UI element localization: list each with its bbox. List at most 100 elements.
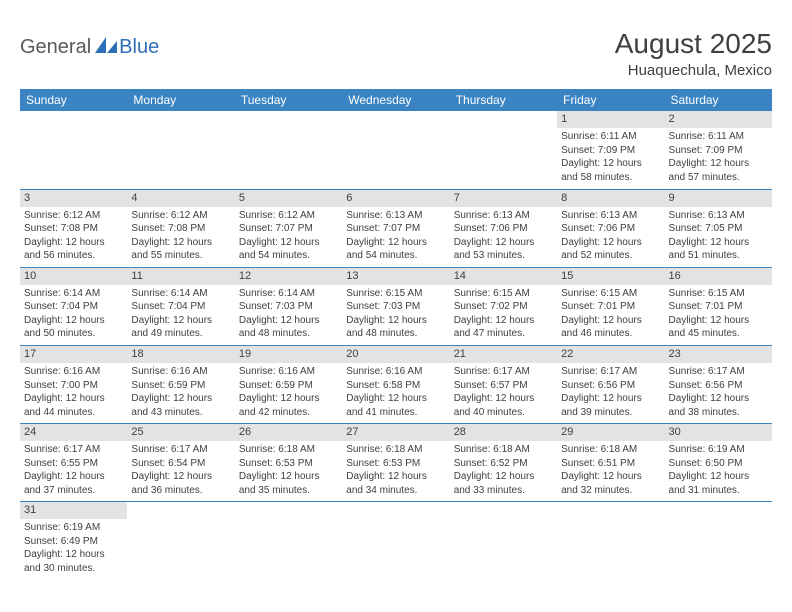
weekday-header: Friday [557, 89, 664, 111]
day-number: 18 [127, 346, 234, 363]
calendar-body: 1Sunrise: 6:11 AMSunset: 7:09 PMDaylight… [20, 111, 772, 580]
calendar-day-cell: 9Sunrise: 6:13 AMSunset: 7:05 PMDaylight… [665, 189, 772, 267]
calendar-empty-cell [342, 111, 449, 189]
day-details: Sunrise: 6:19 AMSunset: 6:50 PMDaylight:… [665, 441, 772, 501]
calendar-day-cell: 20Sunrise: 6:16 AMSunset: 6:58 PMDayligh… [342, 345, 449, 423]
day-details: Sunrise: 6:12 AMSunset: 7:07 PMDaylight:… [235, 207, 342, 267]
calendar-week-row: 1Sunrise: 6:11 AMSunset: 7:09 PMDaylight… [20, 111, 772, 189]
calendar-empty-cell [235, 111, 342, 189]
day-details: Sunrise: 6:19 AMSunset: 6:49 PMDaylight:… [20, 519, 127, 579]
day-details: Sunrise: 6:13 AMSunset: 7:06 PMDaylight:… [557, 207, 664, 267]
calendar-day-cell: 14Sunrise: 6:15 AMSunset: 7:02 PMDayligh… [450, 267, 557, 345]
calendar-day-cell: 31Sunrise: 6:19 AMSunset: 6:49 PMDayligh… [20, 502, 127, 580]
day-details: Sunrise: 6:13 AMSunset: 7:05 PMDaylight:… [665, 207, 772, 267]
month-title: August 2025 [615, 28, 772, 60]
day-number: 23 [665, 346, 772, 363]
calendar-day-cell: 22Sunrise: 6:17 AMSunset: 6:56 PMDayligh… [557, 345, 664, 423]
calendar-day-cell: 13Sunrise: 6:15 AMSunset: 7:03 PMDayligh… [342, 267, 449, 345]
day-number: 20 [342, 346, 449, 363]
calendar-day-cell: 12Sunrise: 6:14 AMSunset: 7:03 PMDayligh… [235, 267, 342, 345]
title-block: August 2025 Huaquechula, Mexico [615, 28, 772, 79]
day-number: 2 [665, 111, 772, 128]
calendar-day-cell: 30Sunrise: 6:19 AMSunset: 6:50 PMDayligh… [665, 424, 772, 502]
calendar-day-cell: 23Sunrise: 6:17 AMSunset: 6:56 PMDayligh… [665, 345, 772, 423]
calendar-day-cell: 28Sunrise: 6:18 AMSunset: 6:52 PMDayligh… [450, 424, 557, 502]
day-number: 1 [557, 111, 664, 128]
day-details: Sunrise: 6:13 AMSunset: 7:06 PMDaylight:… [450, 207, 557, 267]
day-number: 4 [127, 190, 234, 207]
weekday-header: Tuesday [235, 89, 342, 111]
day-number: 14 [450, 268, 557, 285]
day-number: 15 [557, 268, 664, 285]
calendar-table: SundayMondayTuesdayWednesdayThursdayFrid… [20, 89, 772, 580]
calendar-week-row: 24Sunrise: 6:17 AMSunset: 6:55 PMDayligh… [20, 424, 772, 502]
logo-text-general: General [20, 36, 91, 59]
calendar-day-cell: 4Sunrise: 6:12 AMSunset: 7:08 PMDaylight… [127, 189, 234, 267]
calendar-day-cell: 16Sunrise: 6:15 AMSunset: 7:01 PMDayligh… [665, 267, 772, 345]
calendar-day-cell: 25Sunrise: 6:17 AMSunset: 6:54 PMDayligh… [127, 424, 234, 502]
calendar-day-cell: 8Sunrise: 6:13 AMSunset: 7:06 PMDaylight… [557, 189, 664, 267]
calendar-empty-cell [127, 502, 234, 580]
calendar-day-cell: 2Sunrise: 6:11 AMSunset: 7:09 PMDaylight… [665, 111, 772, 189]
calendar-empty-cell [665, 502, 772, 580]
day-details: Sunrise: 6:13 AMSunset: 7:07 PMDaylight:… [342, 207, 449, 267]
day-details: Sunrise: 6:12 AMSunset: 7:08 PMDaylight:… [127, 207, 234, 267]
calendar-week-row: 31Sunrise: 6:19 AMSunset: 6:49 PMDayligh… [20, 502, 772, 580]
day-number: 7 [450, 190, 557, 207]
day-details: Sunrise: 6:17 AMSunset: 6:56 PMDaylight:… [665, 363, 772, 423]
calendar-day-cell: 29Sunrise: 6:18 AMSunset: 6:51 PMDayligh… [557, 424, 664, 502]
day-details: Sunrise: 6:16 AMSunset: 6:59 PMDaylight:… [127, 363, 234, 423]
day-number: 10 [20, 268, 127, 285]
day-number: 16 [665, 268, 772, 285]
day-details: Sunrise: 6:18 AMSunset: 6:53 PMDaylight:… [342, 441, 449, 501]
day-details: Sunrise: 6:17 AMSunset: 6:56 PMDaylight:… [557, 363, 664, 423]
day-details: Sunrise: 6:18 AMSunset: 6:51 PMDaylight:… [557, 441, 664, 501]
day-number: 30 [665, 424, 772, 441]
calendar-week-row: 17Sunrise: 6:16 AMSunset: 7:00 PMDayligh… [20, 345, 772, 423]
weekday-header: Sunday [20, 89, 127, 111]
day-number: 6 [342, 190, 449, 207]
calendar-day-cell: 17Sunrise: 6:16 AMSunset: 7:00 PMDayligh… [20, 345, 127, 423]
day-number: 22 [557, 346, 664, 363]
calendar-day-cell: 1Sunrise: 6:11 AMSunset: 7:09 PMDaylight… [557, 111, 664, 189]
weekday-header: Monday [127, 89, 234, 111]
page-header: General Blue August 2025 Huaquechula, Me… [20, 28, 772, 79]
location-subtitle: Huaquechula, Mexico [615, 62, 772, 79]
calendar-day-cell: 7Sunrise: 6:13 AMSunset: 7:06 PMDaylight… [450, 189, 557, 267]
day-details: Sunrise: 6:17 AMSunset: 6:55 PMDaylight:… [20, 441, 127, 501]
day-number: 12 [235, 268, 342, 285]
day-number: 11 [127, 268, 234, 285]
calendar-empty-cell [557, 502, 664, 580]
day-number: 8 [557, 190, 664, 207]
calendar-day-cell: 19Sunrise: 6:16 AMSunset: 6:59 PMDayligh… [235, 345, 342, 423]
calendar-day-cell: 10Sunrise: 6:14 AMSunset: 7:04 PMDayligh… [20, 267, 127, 345]
calendar-empty-cell [450, 502, 557, 580]
day-number: 24 [20, 424, 127, 441]
weekday-header: Thursday [450, 89, 557, 111]
logo: General Blue [20, 28, 159, 59]
calendar-day-cell: 5Sunrise: 6:12 AMSunset: 7:07 PMDaylight… [235, 189, 342, 267]
day-number: 17 [20, 346, 127, 363]
calendar-day-cell: 15Sunrise: 6:15 AMSunset: 7:01 PMDayligh… [557, 267, 664, 345]
calendar-day-cell: 27Sunrise: 6:18 AMSunset: 6:53 PMDayligh… [342, 424, 449, 502]
day-number: 25 [127, 424, 234, 441]
day-details: Sunrise: 6:17 AMSunset: 6:54 PMDaylight:… [127, 441, 234, 501]
day-details: Sunrise: 6:16 AMSunset: 6:58 PMDaylight:… [342, 363, 449, 423]
calendar-empty-cell [127, 111, 234, 189]
calendar-day-cell: 11Sunrise: 6:14 AMSunset: 7:04 PMDayligh… [127, 267, 234, 345]
day-details: Sunrise: 6:15 AMSunset: 7:01 PMDaylight:… [665, 285, 772, 345]
calendar-day-cell: 6Sunrise: 6:13 AMSunset: 7:07 PMDaylight… [342, 189, 449, 267]
day-details: Sunrise: 6:14 AMSunset: 7:03 PMDaylight:… [235, 285, 342, 345]
calendar-day-cell: 24Sunrise: 6:17 AMSunset: 6:55 PMDayligh… [20, 424, 127, 502]
day-details: Sunrise: 6:16 AMSunset: 6:59 PMDaylight:… [235, 363, 342, 423]
calendar-empty-cell [342, 502, 449, 580]
calendar-day-cell: 3Sunrise: 6:12 AMSunset: 7:08 PMDaylight… [20, 189, 127, 267]
calendar-day-cell: 18Sunrise: 6:16 AMSunset: 6:59 PMDayligh… [127, 345, 234, 423]
day-details: Sunrise: 6:17 AMSunset: 6:57 PMDaylight:… [450, 363, 557, 423]
day-number: 28 [450, 424, 557, 441]
day-number: 13 [342, 268, 449, 285]
day-details: Sunrise: 6:16 AMSunset: 7:00 PMDaylight:… [20, 363, 127, 423]
day-number: 26 [235, 424, 342, 441]
day-details: Sunrise: 6:15 AMSunset: 7:03 PMDaylight:… [342, 285, 449, 345]
calendar-empty-cell [450, 111, 557, 189]
